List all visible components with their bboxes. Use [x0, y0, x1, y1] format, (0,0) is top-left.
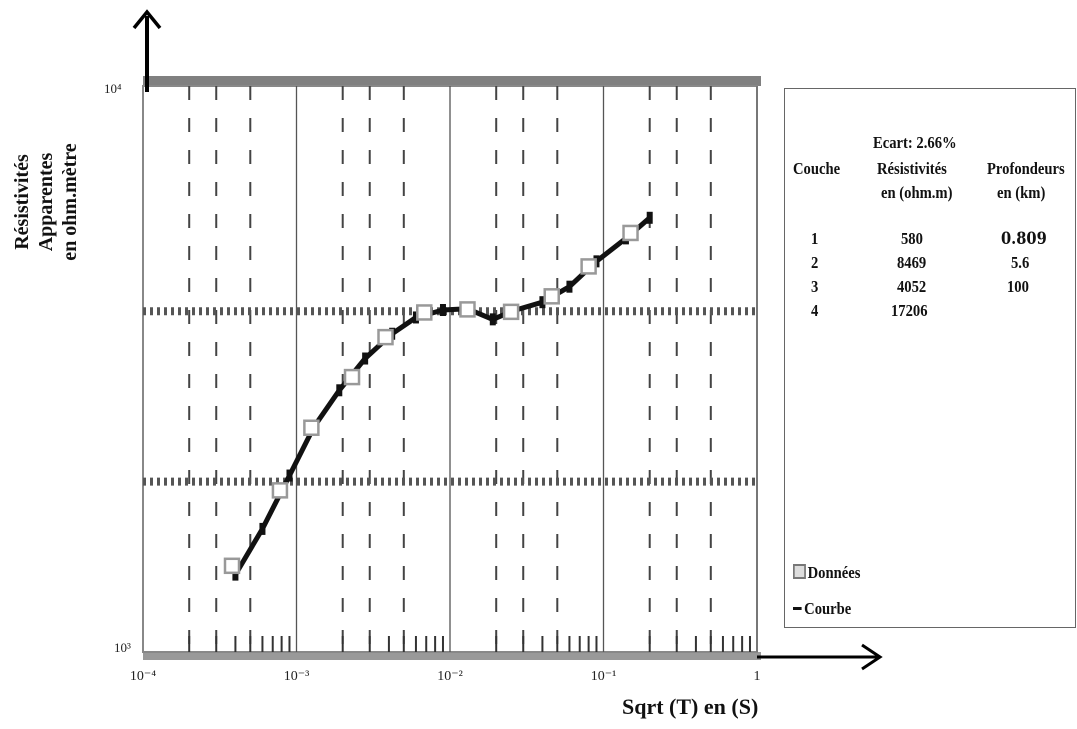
courbe-point	[646, 211, 653, 224]
courbe-point	[489, 313, 496, 326]
bottom-band	[143, 652, 761, 660]
donnees-point	[459, 301, 476, 318]
donnees-point	[543, 288, 560, 305]
row-2-resistivite: 8469	[897, 253, 927, 272]
row-4-resistivite: 17206	[891, 301, 928, 320]
courbe-point	[412, 311, 419, 324]
row-3-profondeur: 100	[1007, 277, 1029, 296]
donnees-point	[377, 328, 394, 346]
donnees-point	[223, 557, 241, 575]
donnees-point	[303, 419, 320, 437]
legend-item-donnees: Données	[793, 563, 860, 583]
header-profondeurs: Profondeurs	[987, 159, 1065, 178]
donnees-point	[343, 368, 361, 386]
donnees-point	[580, 258, 597, 275]
y-tick-label: 10³	[114, 640, 131, 655]
header-couche: Couche	[793, 159, 841, 178]
x-tick-label: 10⁻²	[437, 669, 463, 684]
y-axis-label-line-3: en ohm.mètre	[59, 143, 81, 261]
x-tick-label: 1	[754, 669, 761, 684]
header-profondeurs-unit: en (km)	[997, 183, 1046, 202]
x-axis-label: Sqrt (T) en (S)	[622, 694, 759, 719]
axis-arrows	[132, 9, 883, 671]
data-points	[223, 224, 639, 575]
header-resistivites-unit: en (ohm.m)	[881, 183, 953, 202]
legend-courbe-label: Courbe	[804, 599, 852, 618]
top-band	[143, 76, 761, 86]
donnees-point	[416, 304, 433, 321]
legend-item-courbe: Courbe	[793, 599, 851, 619]
square-marker-icon	[793, 564, 806, 579]
courbe-point	[539, 296, 546, 309]
row-2-profondeur: 5.6	[1011, 253, 1030, 272]
row-3-resistivite: 4052	[897, 277, 927, 296]
x-tick-label: 10⁻¹	[591, 669, 617, 684]
ecart-label: Ecart: 2.66%	[873, 133, 957, 152]
courbe-point	[439, 304, 446, 317]
donnees-point	[502, 303, 520, 321]
courbe-point	[362, 352, 369, 365]
x-tick-label: 10⁻⁴	[130, 669, 156, 684]
header-resistivites: Résistivités	[877, 159, 947, 178]
row-3-couche: 3	[811, 277, 819, 296]
courbe-point	[259, 522, 266, 535]
reference-lines	[143, 307, 757, 486]
x-tick-label: 10⁻³	[284, 669, 310, 684]
y-axis-label-line-1: Résistivités	[11, 154, 33, 250]
courbe-point	[566, 280, 573, 293]
tick-labels: 10⁻⁴ 10⁻³ 10⁻² 10⁻¹ 1 10³ 10⁴	[104, 81, 761, 684]
courbe-point	[286, 469, 293, 482]
legend-donnees-label: Données	[807, 563, 861, 582]
row-2-couche: 2	[811, 253, 819, 272]
y-tick-label: 10⁴	[104, 81, 122, 96]
donnees-point	[271, 482, 289, 499]
y-axis-arrowhead	[132, 9, 162, 30]
row-1-profondeur: 0.809	[1001, 229, 1047, 249]
courbe-point	[232, 568, 239, 581]
line-marker-icon	[793, 607, 802, 610]
y-axis-label: Résistivités Apparentes en ohm.mètre	[10, 62, 94, 342]
grid	[188, 86, 751, 652]
courbe-point	[336, 384, 343, 397]
row-1-resistivite: 580	[901, 229, 923, 248]
row-4-couche: 4	[811, 301, 819, 320]
legend-panel: Ecart: 2.66% Couche Résistivités en (ohm…	[784, 88, 1076, 628]
y-axis-label-line-2: Apparentes	[35, 152, 57, 252]
donnees-point	[622, 224, 639, 242]
row-1-couche: 1	[811, 229, 819, 248]
x-axis-arrowhead	[861, 643, 883, 671]
